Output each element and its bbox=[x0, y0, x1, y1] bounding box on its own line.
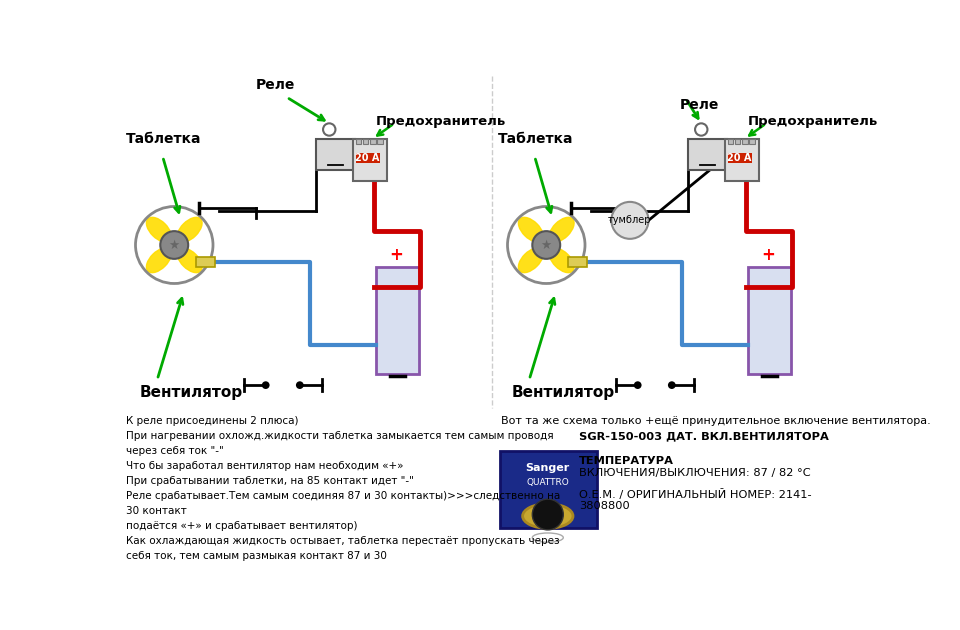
Circle shape bbox=[262, 381, 270, 389]
Text: Вентилятор: Вентилятор bbox=[139, 386, 243, 401]
Bar bbox=[316, 139, 355, 169]
Bar bbox=[356, 152, 379, 163]
Text: +: + bbox=[761, 246, 776, 265]
Bar bbox=[375, 266, 420, 374]
Text: Таблетка: Таблетка bbox=[126, 132, 202, 146]
Bar bbox=[725, 139, 758, 181]
Bar bbox=[729, 152, 752, 163]
Text: К реле присоединены 2 плюса): К реле присоединены 2 плюса) bbox=[126, 416, 299, 426]
Text: 20 А: 20 А bbox=[727, 153, 752, 163]
Text: себя ток, тем самым размыкая контакт 87 и 30: себя ток, тем самым размыкая контакт 87 … bbox=[126, 551, 387, 561]
Text: Предохранитель: Предохранитель bbox=[375, 115, 506, 128]
Text: Реле: Реле bbox=[255, 79, 295, 93]
Text: Вентилятор: Вентилятор bbox=[512, 386, 614, 401]
Bar bbox=[734, 139, 740, 144]
Text: ТЕМПЕРАТУРА: ТЕМПЕРАТУРА bbox=[579, 456, 674, 466]
Ellipse shape bbox=[549, 248, 574, 273]
Bar bbox=[371, 139, 375, 144]
Circle shape bbox=[634, 381, 641, 389]
Text: SGR-150-003 ДАТ. ВКЛ.ВЕНТИЛЯТОРА: SGR-150-003 ДАТ. ВКЛ.ВЕНТИЛЯТОРА bbox=[579, 432, 828, 442]
Ellipse shape bbox=[518, 248, 543, 273]
Text: QUATTRO: QUATTRO bbox=[526, 478, 569, 486]
Bar bbox=[355, 139, 361, 144]
Text: ВКЛЮЧЕНИЯ/ВЫКЛЮЧЕНИЯ: 87 / 82 °C: ВКЛЮЧЕНИЯ/ВЫКЛЮЧЕНИЯ: 87 / 82 °C bbox=[579, 468, 810, 478]
Text: О.Е.М. / ОРИГИНАЛЬНЫЙ НОМЕР: 2141-: О.Е.М. / ОРИГИНАЛЬНЫЙ НОМЕР: 2141- bbox=[579, 489, 811, 500]
Text: 20 А: 20 А bbox=[355, 153, 379, 163]
Circle shape bbox=[532, 231, 561, 259]
Text: 30 контакт: 30 контакт bbox=[126, 506, 187, 516]
Ellipse shape bbox=[146, 248, 172, 273]
Text: Таблетка: Таблетка bbox=[498, 132, 574, 146]
Circle shape bbox=[668, 381, 676, 389]
Text: Sanger: Sanger bbox=[526, 463, 570, 473]
Bar bbox=[377, 139, 383, 144]
Bar bbox=[750, 139, 755, 144]
Bar bbox=[363, 139, 368, 144]
Text: Вот та же схема только +ещё принудительное включение вентилятора.: Вот та же схема только +ещё принудительн… bbox=[501, 416, 931, 426]
Bar bbox=[728, 139, 733, 144]
Text: Как охлаждающая жидкость остывает, таблетка перестаёт пропускать через: Как охлаждающая жидкость остывает, табле… bbox=[126, 536, 560, 546]
Bar bbox=[688, 139, 727, 169]
Text: Предохранитель: Предохранитель bbox=[748, 115, 878, 128]
Circle shape bbox=[532, 499, 564, 530]
Bar bbox=[568, 256, 587, 267]
Ellipse shape bbox=[146, 217, 172, 242]
Text: через себя ток "-": через себя ток "-" bbox=[126, 446, 224, 456]
Text: +: + bbox=[390, 246, 403, 265]
Ellipse shape bbox=[177, 248, 203, 273]
Circle shape bbox=[296, 381, 303, 389]
Circle shape bbox=[160, 231, 188, 259]
Text: При нагревании охложд.жидкости таблетка замыкается тем самым проводя: При нагревании охложд.жидкости таблетка … bbox=[126, 431, 554, 441]
Circle shape bbox=[612, 202, 649, 239]
Ellipse shape bbox=[549, 217, 574, 242]
Bar bbox=[742, 139, 748, 144]
Text: подаётся «+» и срабатывает вентилятор): подаётся «+» и срабатывает вентилятор) bbox=[126, 521, 358, 531]
Text: ★: ★ bbox=[169, 239, 180, 251]
Circle shape bbox=[695, 123, 708, 135]
Ellipse shape bbox=[177, 217, 203, 242]
Bar bbox=[196, 256, 214, 267]
Ellipse shape bbox=[518, 217, 543, 242]
Ellipse shape bbox=[522, 504, 573, 529]
Text: 3808800: 3808800 bbox=[579, 501, 630, 512]
Text: ★: ★ bbox=[540, 239, 552, 251]
Text: тумблер: тумблер bbox=[609, 215, 652, 226]
Bar bbox=[500, 451, 596, 529]
Bar bbox=[352, 139, 387, 181]
Ellipse shape bbox=[532, 533, 564, 542]
Bar bbox=[748, 266, 791, 374]
Text: При срабатывании таблетки, на 85 контакт идет "-": При срабатывании таблетки, на 85 контакт… bbox=[126, 476, 414, 486]
Text: Реле срабатывает.Тем самым соединяя 87 и 30 контакты)>>>следственно на: Реле срабатывает.Тем самым соединяя 87 и… bbox=[126, 491, 561, 501]
Text: Что бы заработал вентилятор нам необходим «+»: Что бы заработал вентилятор нам необходи… bbox=[126, 461, 404, 471]
Text: Реле: Реле bbox=[680, 98, 719, 113]
Circle shape bbox=[324, 123, 335, 135]
